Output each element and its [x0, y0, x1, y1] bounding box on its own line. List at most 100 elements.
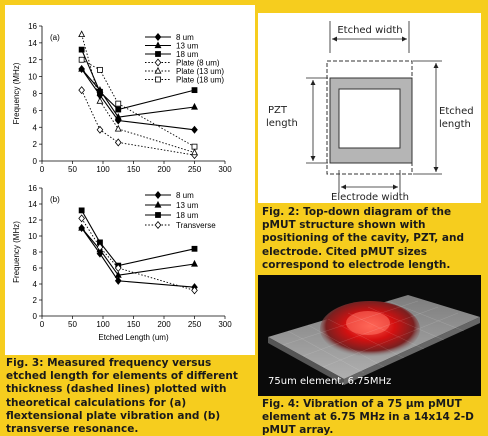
data-point — [78, 223, 86, 231]
legend-entry: 18 um — [145, 50, 199, 59]
y-tick-label: 8 — [33, 248, 38, 257]
electrode — [338, 88, 401, 149]
x-tick-label: 150 — [127, 320, 141, 329]
data-point — [114, 263, 122, 273]
data-point — [191, 245, 198, 252]
panel-label: (a) — [50, 33, 60, 42]
chart-a: 0 2 4 6 8 10 12 14 16 0 50 100 150 200 250 300 Frequency… — [12, 22, 232, 174]
data-point — [191, 87, 198, 94]
data-point — [78, 56, 85, 63]
x-tick-label: 200 — [157, 165, 171, 174]
data-point — [96, 97, 104, 104]
fig2-caption: Fig. 2: Top-down diagram of the pMUT str… — [262, 206, 464, 271]
legend-entry: Plate (8 um) — [145, 58, 220, 68]
x-tick-label: 0 — [40, 165, 45, 174]
x-tick-label: 100 — [96, 320, 110, 329]
legend-label: 18 um — [176, 50, 199, 59]
pzt-length-label-2: length — [266, 118, 298, 129]
data-point — [191, 148, 198, 156]
legend-marker — [154, 41, 162, 49]
etched-length-label-1: Etched — [439, 106, 474, 117]
legend-label: Plate (18 um) — [176, 76, 224, 85]
y-axis-label: Frequency (MHz) — [12, 221, 21, 283]
legend-marker — [155, 212, 161, 218]
data-point — [191, 259, 198, 267]
pzt-length-label-1: PZT — [268, 105, 288, 116]
data-point — [96, 125, 104, 134]
x-tick-label: 150 — [127, 165, 141, 174]
series-line — [81, 34, 195, 153]
fig4-photo-panel: 75um element, 6.75MHz — [258, 275, 481, 396]
series-line — [81, 227, 195, 288]
legend-marker — [154, 190, 162, 200]
legend-label: Transverse — [176, 221, 216, 230]
data-point — [78, 214, 85, 223]
x-tick-label: 300 — [218, 165, 232, 174]
y-tick-label: 10 — [28, 232, 37, 241]
fig2-diagram-panel: Etched width Etched length PZT length El… — [258, 13, 481, 203]
y-tick-label: 2 — [33, 296, 38, 305]
series-plate-18-um- — [78, 56, 198, 150]
series-line — [81, 49, 195, 111]
legend-entry: 8 um — [145, 190, 194, 200]
x-tick-label: 50 — [68, 320, 77, 329]
fig3-caption: Fig. 3: Measured frequency versus etched… — [6, 357, 238, 436]
data-point — [78, 64, 86, 72]
electrode-width-label: Electrode width — [331, 192, 409, 203]
data-point — [114, 113, 122, 120]
series-18-um — [78, 46, 198, 113]
legend-label: Plate (8 um) — [176, 59, 220, 68]
y-tick-label: 8 — [33, 90, 38, 99]
series-line — [81, 68, 195, 118]
legend-label: 13 um — [176, 42, 199, 51]
data-point — [114, 271, 122, 278]
series-transverse — [78, 214, 198, 295]
y-tick-label: 16 — [28, 22, 37, 31]
legend-entry: Plate (13 um) — [145, 66, 224, 76]
series-line — [81, 59, 195, 148]
legend-marker — [154, 220, 162, 230]
series-8-um — [78, 223, 198, 292]
y-tick-label: 0 — [33, 157, 38, 166]
y-tick-label: 6 — [33, 106, 38, 115]
y-tick-label: 4 — [33, 280, 38, 289]
legend-label: Plate (13 um) — [176, 67, 224, 76]
y-tick-label: 6 — [33, 264, 38, 273]
y-tick-label: 14 — [28, 200, 37, 209]
legend-marker — [154, 66, 162, 74]
data-point — [115, 100, 122, 107]
y-tick-label: 16 — [28, 184, 37, 193]
chart-b: 0 2 4 6 8 10 12 14 16 0 50 100 150 200 250 300 Frequency… — [12, 184, 232, 342]
panel-label: (b) — [50, 195, 60, 204]
legend-entry: 13 um — [145, 41, 199, 51]
data-point — [78, 207, 85, 214]
y-tick-label: 4 — [33, 123, 38, 132]
data-point — [114, 138, 122, 147]
data-point — [114, 276, 122, 285]
x-tick-label: 250 — [188, 165, 202, 174]
y-axis-label: Frequency (MHz) — [12, 62, 21, 124]
x-tick-label: 300 — [218, 320, 232, 329]
data-point — [97, 66, 103, 73]
series-line — [81, 218, 195, 291]
legend-marker — [155, 51, 161, 57]
y-tick-label: 12 — [28, 56, 37, 65]
y-tick-label: 2 — [33, 140, 38, 149]
legend-entry: Plate (18 um) — [145, 76, 224, 85]
legend-entry: 13 um — [145, 200, 199, 210]
data-point — [114, 124, 122, 132]
legend-label: 13 um — [176, 201, 199, 210]
cavity-outline — [326, 60, 413, 175]
etched-width-label: Etched width — [337, 25, 402, 36]
data-point — [97, 88, 103, 95]
data-point — [78, 86, 85, 95]
legend-label: 8 um — [176, 33, 194, 42]
y-tick-label: 0 — [33, 312, 38, 321]
x-tick-label: 0 — [40, 320, 45, 329]
data-point — [78, 46, 85, 53]
y-tick-label: 12 — [28, 216, 37, 225]
legend-label: 18 um — [176, 211, 199, 220]
series-plate-8-um- — [78, 86, 198, 160]
legend-entry: 8 um — [145, 32, 194, 42]
x-axis-label: Etched Length (um) — [98, 333, 169, 342]
